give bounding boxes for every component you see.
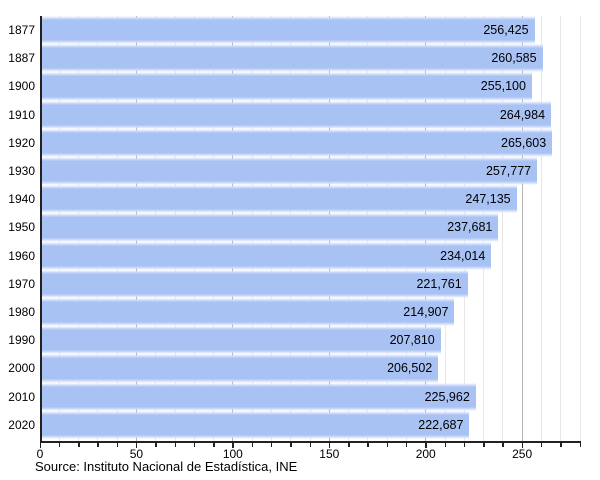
x-tick [232, 443, 234, 448]
bar [40, 269, 468, 298]
bar-value-label: 247,135 [465, 192, 511, 207]
year-label: 1910 [8, 107, 35, 122]
x-tick [386, 443, 389, 447]
x-tick [540, 443, 543, 447]
year-label: 1990 [8, 333, 35, 348]
x-tick [97, 443, 99, 447]
gridline-major [521, 16, 523, 441]
year-label: 2020 [8, 417, 35, 432]
gridline-minor [540, 16, 542, 441]
year-label: 1877 [8, 23, 35, 37]
year-label: 1900 [8, 79, 35, 94]
bar-value-label: 255,100 [480, 79, 526, 94]
x-tick [270, 443, 273, 447]
bar [40, 185, 517, 214]
bar [40, 410, 470, 439]
bar [40, 72, 532, 101]
x-tick [463, 443, 466, 447]
y-axis-line [40, 16, 42, 442]
bar-value-label: 214,907 [403, 305, 449, 319]
x-tick-label: 200 [415, 447, 436, 461]
bar [40, 213, 499, 242]
bar [40, 157, 538, 186]
x-tick [348, 443, 350, 447]
x-tick [135, 443, 138, 448]
x-tick [444, 443, 446, 447]
source-note: Source: Instituto Nacional de Estadístic… [35, 459, 298, 474]
x-tick [367, 443, 369, 447]
x-tick-label: 150 [319, 447, 340, 461]
year-label: 1960 [8, 248, 35, 263]
x-tick [483, 443, 485, 447]
bar-value-label: 222,687 [418, 417, 464, 432]
x-tick [579, 443, 581, 447]
bar [40, 241, 492, 270]
x-tick-label: 100 [222, 447, 243, 461]
bar-value-label: 225,962 [424, 389, 470, 404]
x-tick [58, 443, 61, 447]
x-tick [328, 443, 331, 448]
bar-value-label: 260,585 [491, 51, 537, 66]
bar-value-label: 221,761 [416, 276, 462, 291]
x-tick [78, 443, 80, 447]
bar-value-label: 237,681 [447, 220, 493, 235]
bar [40, 382, 476, 411]
year-label: 2000 [8, 361, 35, 376]
x-tick [502, 443, 504, 447]
bar-value-label: 234,014 [440, 248, 486, 263]
x-tick-label: 50 [129, 447, 144, 461]
x-tick [521, 443, 524, 448]
bar-value-label: 207,810 [389, 333, 435, 348]
bar-value-label: 256,425 [483, 23, 529, 37]
gridline-minor [560, 16, 562, 441]
bar-value-label: 264,984 [499, 107, 546, 122]
x-tick [251, 443, 254, 447]
x-tick [405, 443, 408, 447]
bar [40, 16, 535, 45]
x-tick [155, 443, 157, 447]
x-tick [290, 443, 292, 447]
year-label: 1920 [8, 135, 35, 150]
year-label: 1970 [8, 276, 35, 291]
x-tick [39, 443, 41, 448]
x-tick [116, 443, 119, 447]
x-tick [560, 443, 562, 447]
plot-area: 256,425 260,585 255,100 264,984 265,603 257,7… [40, 16, 581, 441]
year-label: 1930 [8, 164, 35, 178]
bar-value-label: 265,603 [501, 135, 547, 150]
year-label: 1940 [8, 192, 35, 207]
bar [40, 354, 439, 383]
year-label: 1950 [8, 220, 35, 235]
x-axis-line [40, 441, 581, 443]
x-tick [174, 443, 176, 447]
year-label: 2010 [8, 389, 35, 404]
bar [40, 44, 543, 73]
x-tick [425, 443, 427, 448]
x-tick [213, 443, 215, 447]
x-tick-label: 250 [512, 447, 533, 461]
bar [40, 100, 552, 129]
bar-value-label: 257,777 [485, 164, 532, 178]
x-tick-label: 0 [36, 447, 44, 461]
bar [40, 128, 553, 157]
bar [40, 326, 441, 355]
bar [40, 298, 455, 327]
gridline-minor [579, 16, 581, 441]
year-label: 1887 [8, 51, 35, 66]
x-tick [309, 443, 311, 447]
gridline-minor [502, 16, 504, 441]
bar-value-label: 206,502 [387, 361, 433, 376]
x-tick [193, 443, 196, 447]
year-label: 1980 [8, 305, 35, 319]
